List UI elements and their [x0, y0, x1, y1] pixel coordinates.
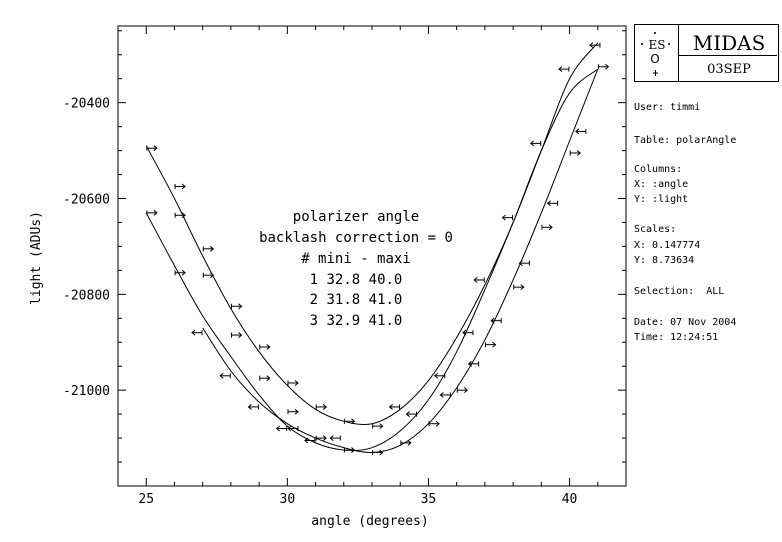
data-point-arrow — [372, 449, 384, 456]
data-point-arrow — [247, 404, 259, 410]
data-point-arrow — [259, 344, 271, 350]
eso-logo-box — [634, 24, 779, 82]
data-point-arrow — [405, 411, 418, 418]
data-point-arrow — [315, 404, 327, 410]
x-axis-label: angle (degrees) — [311, 514, 428, 529]
y-tick-label: -20400 — [63, 97, 110, 112]
x-tick-label: 30 — [280, 492, 296, 507]
data-point-arrow — [439, 392, 451, 398]
data-point-arrow — [473, 277, 485, 283]
data-point-arrow — [485, 341, 497, 348]
annotation-line-2: 2 31.8 41.0 — [310, 292, 403, 308]
data-point-arrow — [541, 224, 553, 231]
data-point-arrow — [174, 183, 186, 190]
data-point-arrow — [575, 128, 587, 135]
eso-logo-icon: ES O — [641, 32, 670, 76]
annotation-line-header: # mini - maxi — [301, 251, 411, 267]
app-name: MIDAS — [692, 31, 766, 55]
data-point-arrow — [219, 372, 231, 379]
data-point-arrow — [490, 317, 502, 324]
data-point-arrow — [558, 66, 570, 73]
logo-divider — [678, 24, 679, 82]
data-point-arrow — [513, 284, 525, 291]
data-point-arrow — [433, 372, 446, 379]
info-selection: Selection: ALL — [634, 286, 725, 297]
data-point-arrow — [202, 272, 215, 279]
data-point-arrow — [174, 269, 186, 276]
data-point-arrow — [467, 360, 480, 367]
data-point-arrow — [275, 425, 288, 432]
data-point-arrow — [388, 404, 401, 410]
info-x-column: X: :angle — [634, 179, 689, 190]
data-point-arrow — [146, 209, 158, 216]
data-point-arrow — [569, 150, 581, 156]
annotation-line-backlash: backlash correction = 0 — [259, 230, 453, 246]
data-point-arrow — [315, 435, 327, 441]
date-code: 03SEP — [707, 62, 751, 77]
data-point-arrow — [146, 145, 158, 152]
data-point-arrow — [501, 214, 513, 221]
eso-logo-es-text: ES — [649, 38, 666, 52]
data-point-arrow — [202, 245, 215, 252]
data-point-arrow — [456, 387, 469, 394]
info-scales-header: Scales: — [634, 224, 677, 235]
chart-annotation: polarizer angle backlash correction = 0 … — [259, 209, 453, 329]
info-table: Table: polarAngle — [634, 135, 737, 146]
data-point-arrow — [231, 303, 243, 310]
data-point-arrow — [343, 447, 356, 453]
annotation-line-1: 1 32.8 40.0 — [310, 272, 403, 288]
data-point-arrow — [546, 200, 559, 207]
data-point-arrow — [343, 418, 356, 425]
info-columns-header: Columns: — [634, 164, 683, 175]
data-point-arrow — [287, 380, 299, 386]
data-point-arrow — [287, 408, 299, 415]
data-point-arrow — [529, 140, 542, 147]
data-point-arrow — [259, 375, 271, 382]
data-point-arrow — [329, 435, 341, 441]
x-tick-label: 40 — [562, 492, 578, 507]
info-time: Time: 12:24:51 — [634, 332, 719, 343]
info-date: Date: 07 Nov 2004 — [634, 317, 737, 328]
y-axis-label: light (ADUs) — [29, 211, 44, 305]
info-x-scale: X: 0.147774 — [634, 240, 701, 251]
annotation-line-title: polarizer angle — [293, 209, 419, 225]
info-user: User: timmi — [634, 102, 701, 113]
x-tick-label: 35 — [421, 492, 437, 507]
x-tick-label: 25 — [138, 492, 154, 507]
y-tick-label: -21000 — [63, 384, 110, 399]
fit-curve-2 — [145, 68, 599, 451]
data-point-arrow — [372, 423, 384, 429]
eso-logo-o-text: O — [650, 52, 659, 66]
data-point-arrow — [287, 425, 299, 432]
data-point-arrow — [518, 260, 530, 267]
data-point-arrow — [231, 332, 243, 338]
info-y-column: Y: :light — [634, 194, 689, 205]
logo-inner-divider — [679, 55, 777, 56]
data-point-arrow — [462, 329, 474, 336]
data-point-arrow — [400, 439, 412, 446]
data-point-arrow — [191, 329, 203, 336]
data-point-arrow — [597, 63, 610, 70]
data-point-arrow — [174, 212, 186, 219]
info-y-scale: Y: 8.73634 — [634, 255, 695, 266]
y-tick-label: -20800 — [63, 288, 110, 303]
y-tick-label: -20600 — [63, 193, 110, 208]
data-point-arrow — [428, 420, 440, 427]
data-point-arrow — [589, 42, 601, 49]
annotation-line-3: 3 32.9 41.0 — [310, 313, 403, 329]
data-point-arrow — [304, 437, 316, 444]
